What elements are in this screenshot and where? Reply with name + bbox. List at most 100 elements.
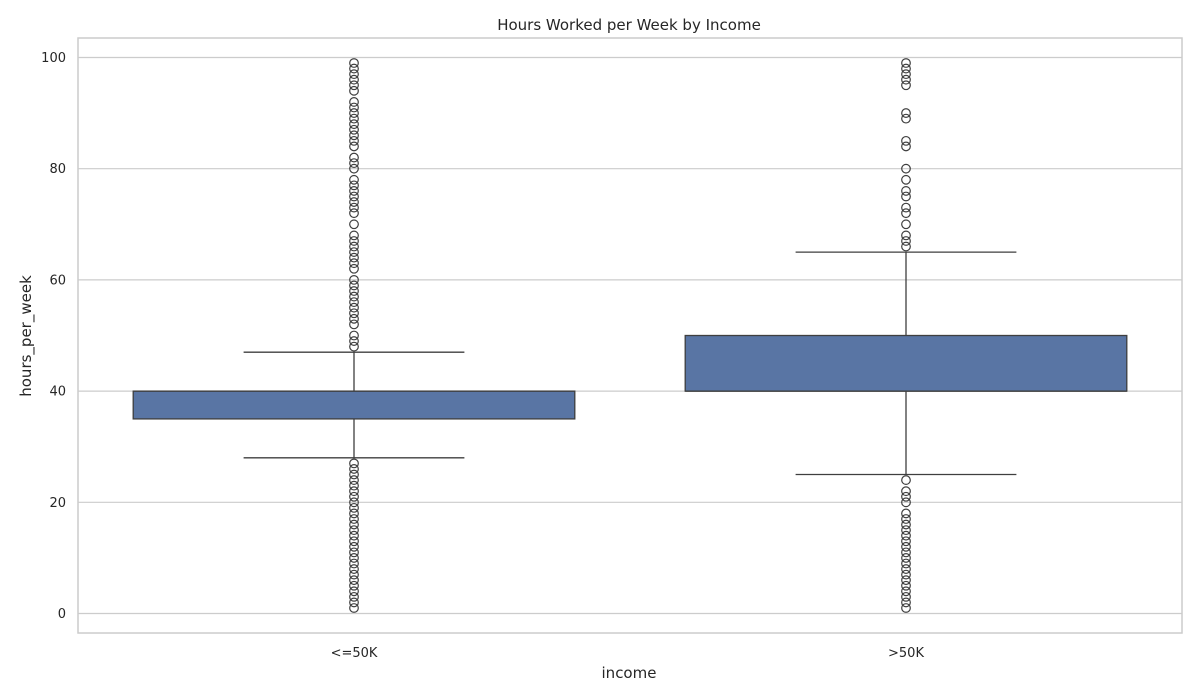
outlier-point (901, 514, 911, 524)
outlier-point (349, 297, 359, 308)
outlier-point (349, 158, 359, 169)
outlier-point (349, 135, 359, 146)
outliers (349, 58, 911, 613)
outlier-point (349, 247, 359, 257)
x-axis-ticks: <=50K >50K (331, 646, 925, 661)
x-axis-label: income (602, 664, 657, 682)
outlier-point (349, 208, 359, 219)
outlier-point (901, 163, 911, 174)
outlier-point (349, 536, 359, 547)
outlier-point (349, 286, 359, 296)
outlier-point (349, 530, 359, 541)
outlier-point (349, 119, 359, 130)
y-axis-ticks: 0 20 40 60 80 100 (41, 51, 66, 622)
outlier-point (901, 74, 911, 85)
outlier-point (349, 219, 359, 230)
outlier-point (349, 202, 359, 213)
outlier-point (349, 141, 359, 152)
outlier-point (901, 186, 911, 196)
outlier-point (349, 124, 359, 135)
outlier-point (349, 69, 359, 80)
outlier-point (901, 191, 911, 202)
y-tick-label: 60 (49, 273, 66, 288)
outlier-point (349, 558, 359, 569)
outlier-point (901, 230, 911, 241)
outlier-point (901, 236, 911, 246)
outlier-point (901, 519, 911, 530)
outlier-point (901, 597, 911, 608)
outlier-point (349, 341, 359, 352)
outlier-point (349, 336, 359, 346)
boxes (132, 251, 1128, 476)
outlier-point (901, 219, 911, 230)
outlier-point (901, 80, 911, 91)
outlier-point (901, 241, 911, 252)
outlier-point (349, 547, 359, 558)
outlier-point (349, 319, 359, 330)
outlier-point (349, 497, 359, 508)
outlier-point (349, 191, 359, 202)
outlier-point (349, 541, 359, 552)
outlier-point (349, 508, 359, 519)
outlier-point (349, 63, 359, 74)
outlier-point (349, 130, 359, 141)
outlier-point (901, 108, 911, 118)
outlier-point (349, 241, 359, 252)
outlier-point (349, 113, 359, 124)
outlier-point (349, 230, 359, 241)
outlier-point (901, 63, 911, 74)
x-tick-label: >50K (888, 646, 924, 661)
y-axis-label: hours_per_week (17, 275, 36, 397)
outlier-point (349, 163, 359, 174)
chart-title: Hours Worked per Week by Income (497, 16, 761, 34)
outlier-point (349, 502, 359, 513)
outlier-point (901, 536, 911, 547)
outlier-point (349, 174, 359, 185)
outlier-point (349, 186, 359, 196)
outlier-point (349, 280, 359, 291)
outlier-point (901, 208, 911, 219)
outlier-point (349, 236, 359, 246)
outlier-point (349, 302, 359, 313)
outlier-point (901, 508, 911, 519)
outlier-point (901, 174, 911, 185)
outlier-point (901, 135, 911, 146)
outlier-point (349, 525, 359, 536)
plot-frame (77, 37, 1183, 634)
outlier-point (349, 330, 359, 341)
iqr-box (684, 334, 1128, 392)
outlier-point (349, 580, 359, 591)
y-tick-label: 0 (58, 607, 66, 622)
outlier-point (901, 586, 911, 597)
outlier-point (349, 258, 359, 269)
outlier-point (901, 530, 911, 541)
outlier-point (349, 263, 359, 274)
outlier-point (901, 553, 911, 563)
outlier-point (901, 141, 911, 152)
outlier-point (349, 480, 359, 491)
outlier-point (901, 202, 911, 213)
outlier-point (349, 564, 359, 574)
outlier-point (901, 113, 911, 124)
outlier-point (901, 558, 911, 569)
outlier-point (901, 497, 911, 508)
outlier-point (349, 291, 359, 302)
outlier-point (901, 547, 911, 558)
outlier-point (901, 591, 911, 602)
outlier-point (349, 603, 359, 613)
outlier-point (349, 74, 359, 85)
outlier-point (349, 102, 359, 113)
outlier-point (349, 97, 359, 107)
outlier-point (901, 541, 911, 552)
outlier-point (901, 491, 911, 502)
outlier-point (349, 197, 359, 207)
y-tick-label: 40 (49, 385, 66, 400)
outlier-point (349, 458, 359, 469)
outlier-point (349, 80, 359, 91)
outlier-point (901, 58, 911, 68)
outlier-point (349, 108, 359, 118)
y-tick-label: 80 (49, 162, 66, 177)
box-1 (132, 351, 576, 459)
outlier-point (349, 85, 359, 96)
